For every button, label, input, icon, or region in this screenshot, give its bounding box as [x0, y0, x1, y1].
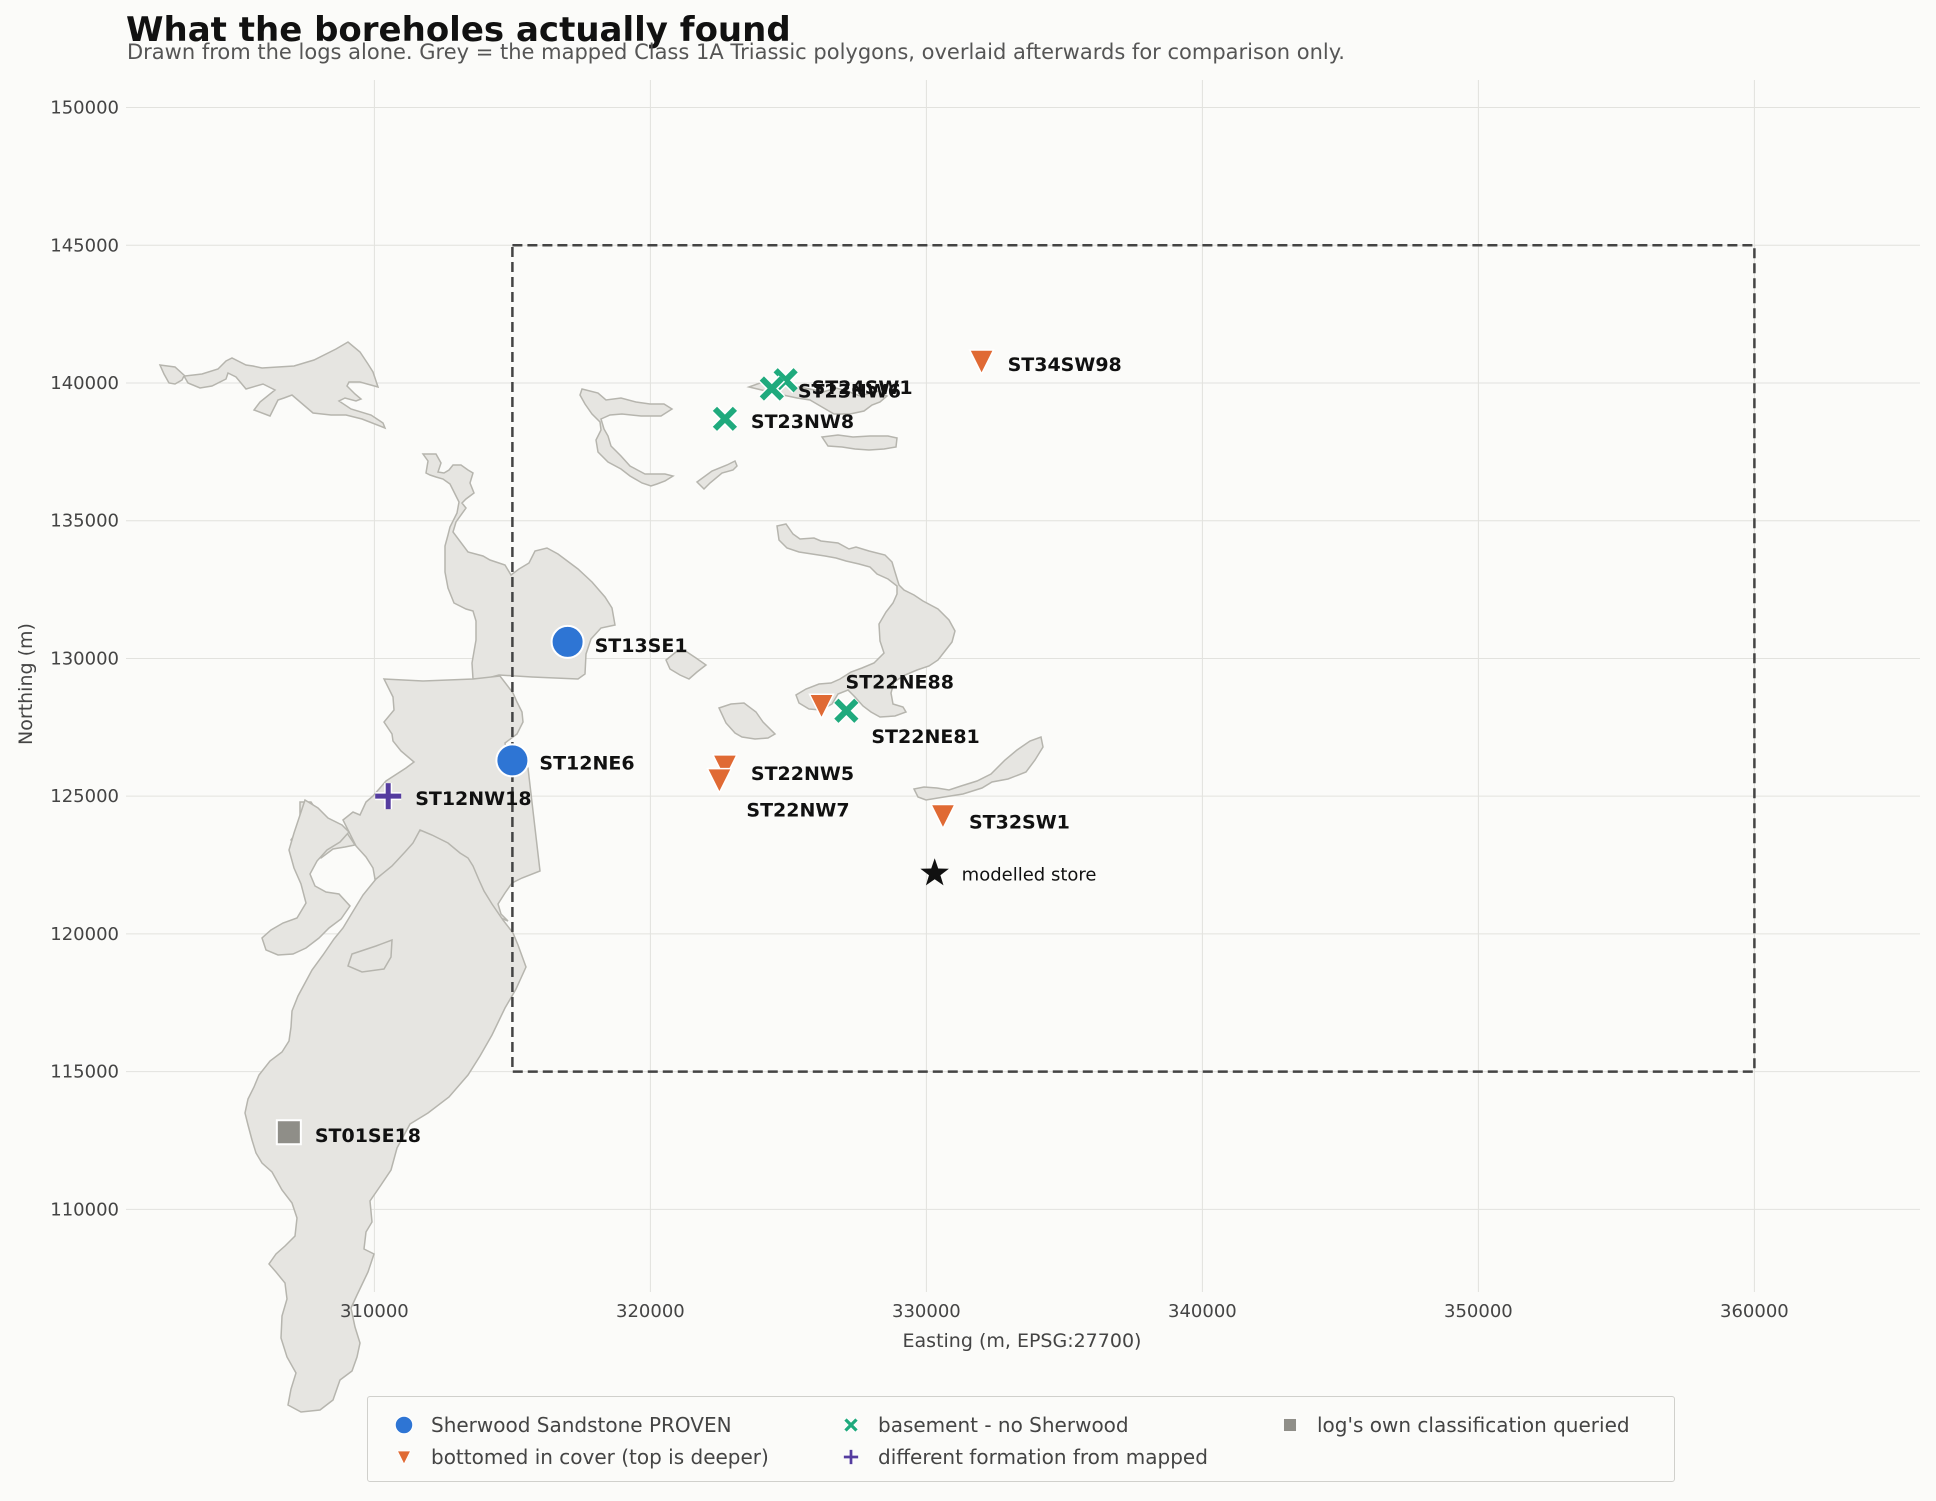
x-tick-label: 320000	[616, 1301, 685, 1322]
borehole-marker-st22nw7	[706, 767, 733, 795]
mapped-polygon	[717, 702, 777, 740]
mapped-polygon	[347, 938, 393, 973]
y-tick-label: 110000	[50, 1199, 119, 1220]
y-tick-label: 130000	[50, 648, 119, 669]
legend-symbol-different	[843, 1449, 859, 1465]
borehole-marker-st12nw18	[375, 783, 402, 810]
borehole-label: ST34SW98	[1008, 354, 1122, 376]
chart-subtitle: Drawn from the logs alone. Grey = the ma…	[127, 40, 1345, 64]
borehole-marker-st22ne88	[808, 693, 835, 720]
y-tick-label: 135000	[50, 511, 119, 532]
mapped-polygon	[912, 735, 1044, 801]
borehole-label: ST32SW1	[969, 811, 1070, 833]
study-area-box	[511, 244, 1756, 1073]
y-tick-label: 120000	[50, 924, 119, 945]
mapped-polygon	[695, 459, 738, 491]
legend: Sherwood Sandstone PROVEN bottomed in cov…	[367, 1396, 1675, 1482]
borehole-label: ST01SE18	[315, 1125, 421, 1147]
y-tick-label: 140000	[50, 373, 119, 394]
borehole-marker-st23nw8	[711, 405, 739, 432]
borehole-label: ST24SW1	[812, 377, 913, 399]
legend-symbol-queried	[1282, 1417, 1298, 1433]
y-axis-label: Northing (m)	[15, 623, 37, 745]
borehole-marker-st23nw6	[758, 375, 786, 402]
y-tick-label: 125000	[50, 786, 119, 807]
x-tick-label: 340000	[1168, 1301, 1237, 1322]
legend-symbol-proven	[394, 1415, 414, 1435]
borehole-marker-st32sw1	[929, 803, 957, 831]
mapped-polygon	[244, 829, 527, 1413]
borehole-label: ST22NE81	[871, 726, 979, 748]
borehole-marker-st12ne6	[495, 743, 530, 778]
borehole-label: ST22NE88	[846, 671, 954, 693]
x-tick-label: 350000	[1444, 1301, 1513, 1322]
legend-label: Sherwood Sandstone PROVEN	[431, 1413, 732, 1437]
legend-symbol-basement	[843, 1417, 859, 1433]
chart-title: What the boreholes actually found	[126, 10, 791, 50]
y-tick-label: 115000	[50, 1062, 119, 1083]
mapped-polygon	[820, 434, 898, 451]
legend-label: different formation from mapped	[878, 1445, 1208, 1469]
mapped-polygon	[776, 523, 956, 718]
x-tick-label: 310000	[340, 1301, 409, 1322]
legend-label: log's own classification queried	[1317, 1413, 1630, 1437]
mapped-polygon	[158, 341, 387, 430]
mapped-polygon	[261, 798, 351, 956]
borehole-marker-st34sw98	[968, 349, 995, 376]
y-tick-label: 145000	[50, 235, 119, 256]
mapped-polygon	[579, 388, 675, 487]
legend-symbol-cover	[396, 1450, 412, 1466]
store-star-icon	[920, 858, 949, 886]
borehole-label: ST22NW7	[746, 800, 849, 822]
y-tick-label: 150000	[50, 98, 119, 119]
x-tick-label: 330000	[892, 1301, 961, 1322]
borehole-marker-st13se1	[550, 624, 585, 659]
borehole-label: ST23NW8	[751, 411, 854, 433]
borehole-label: ST12NE6	[539, 752, 634, 774]
legend-label: bottomed in cover (top is deeper)	[431, 1445, 769, 1469]
x-axis-label: Easting (m, EPSG:27700)	[903, 1330, 1142, 1352]
borehole-label: ST13SE1	[595, 635, 688, 657]
x-tick-label: 360000	[1720, 1301, 1789, 1322]
borehole-marker-st01se18	[275, 1119, 302, 1146]
borehole-marker-st22ne81	[833, 697, 860, 724]
borehole-marker-st22nw5	[711, 754, 739, 781]
borehole-label: ST22NW5	[751, 763, 854, 785]
mapped-triassic-polygons	[158, 341, 1044, 1413]
mapped-polygon	[421, 453, 616, 680]
borehole-label: ST12NW18	[415, 788, 531, 810]
store-label: modelled store	[962, 864, 1097, 885]
borehole-label: ST23NW6	[798, 381, 901, 403]
mapped-polygon	[665, 651, 708, 680]
legend-label: basement - no Sherwood	[878, 1413, 1129, 1437]
